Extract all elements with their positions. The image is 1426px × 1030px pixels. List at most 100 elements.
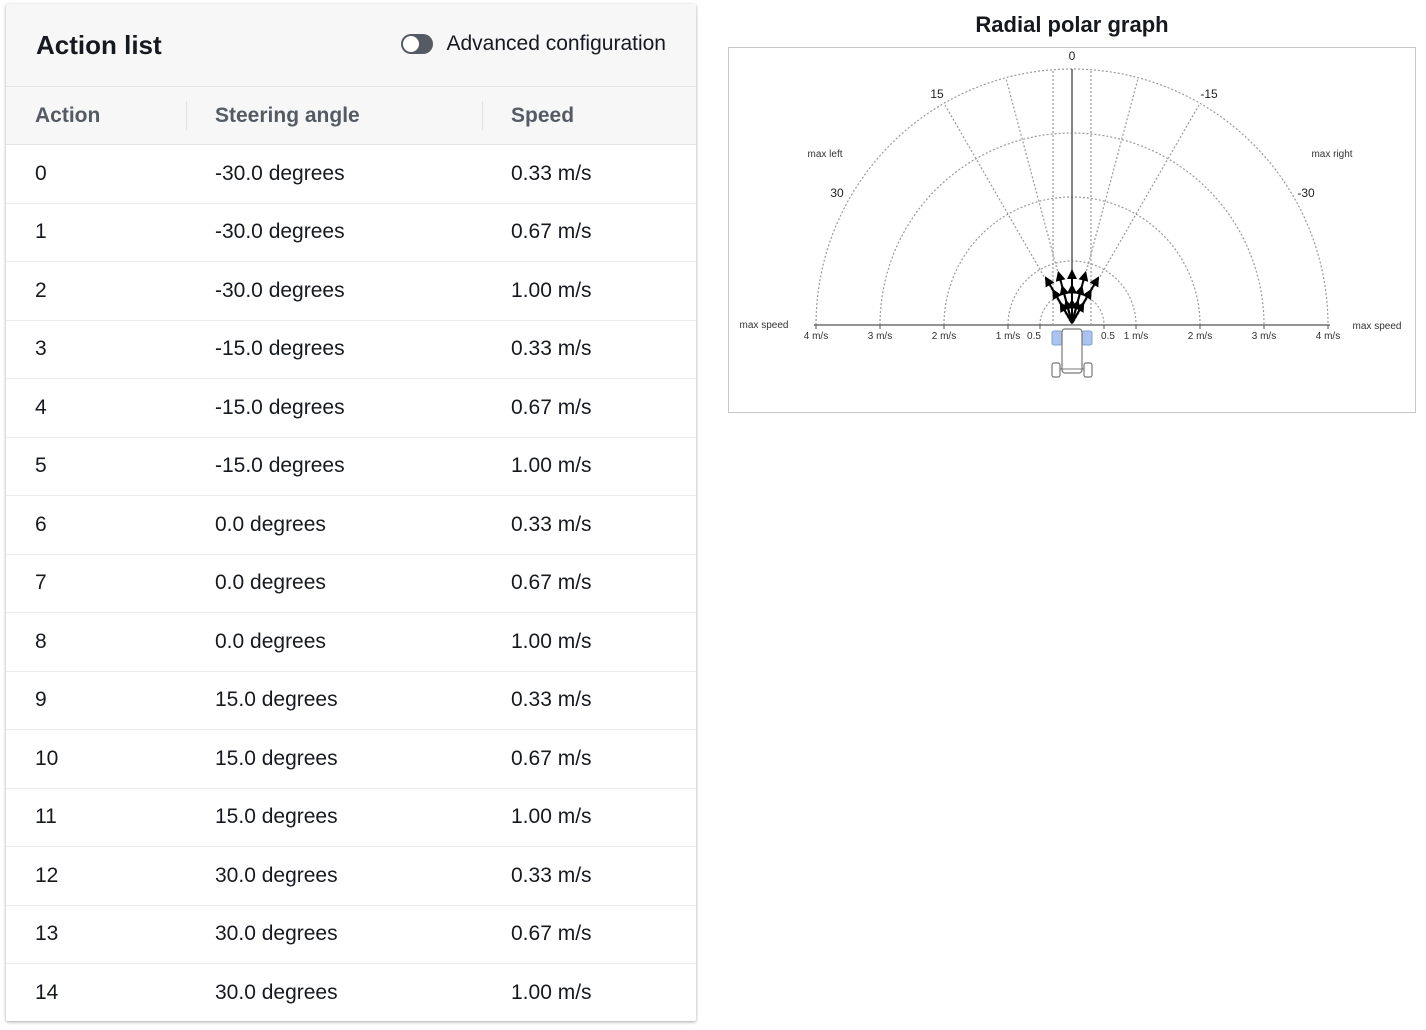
action-arrow-head [1089,276,1099,288]
cell-speed: 0.67 m/s [482,729,696,789]
cell-speed: 0.33 m/s [482,846,696,906]
car-icon-part [1083,362,1093,378]
radial-polar-graph: 0 15 -15 30 -30 max left max right max speed max… [728,47,1416,413]
car-icon-part [1081,330,1093,346]
action-arrow-shaft [1047,280,1073,324]
speed-ring [1039,292,1105,326]
table-row: 10 15.0 degrees 0.67 m/s [6,729,696,789]
speed-tick-label-left: 1 m/s [996,331,1020,342]
cell-action: 8 [6,612,186,672]
cell-action: 9 [6,671,186,730]
car-icon-part [1061,328,1083,374]
cell-speed: 0.33 m/s [482,320,696,379]
action-arrow-head [1055,270,1066,282]
cell-action: 0 [6,144,186,204]
action-arrow-head [1078,270,1089,282]
cell-steering-angle: 0.0 degrees [186,554,482,613]
cell-steering-angle: 15.0 degrees [186,788,482,847]
cell-action: 3 [6,320,186,379]
table-row: 8 0.0 degrees 1.00 m/s [6,612,696,672]
cell-steering-angle: -30.0 degrees [186,203,482,262]
car-icon-part [1051,362,1061,378]
action-arrow-head [1067,269,1077,279]
spoke [1071,102,1201,326]
max-right-label: max right [1311,149,1352,160]
cell-action: 7 [6,554,186,613]
cell-speed: 0.67 m/s [482,905,696,964]
cell-speed: 0.33 m/s [482,671,696,730]
cell-steering-angle: 0.0 degrees [186,495,482,555]
cell-steering-angle: 30.0 degrees [215,980,338,1004]
action-arrow-shaft [1058,276,1073,324]
speed-tick-label-left: 3 m/s [868,331,892,342]
speed-tick-label-left: 0.5 [1027,331,1041,342]
cell-steering-angle: -30.0 degrees [186,144,482,204]
angle-label: -15 [1200,87,1218,101]
action-list-header: Action list Advanced configuration [6,4,696,87]
action-arrow [1045,276,1073,324]
cell-action: 12 [6,846,186,906]
action-list-panel: Action list Advanced configuration Actio… [6,4,696,1021]
table-row: 6 0.0 degrees 0.33 m/s [6,495,696,555]
table-row: 1 -30.0 degrees 0.67 m/s [6,203,696,262]
action-arrow-shaft [1071,276,1086,324]
table-row: 4 -15.0 degrees 0.67 m/s [6,378,696,438]
cell-steering-angle: 15.0 degrees [186,729,482,789]
angle-label: 30 [830,186,844,200]
angle-label: 0 [1069,49,1076,63]
cell-speed: 0.67 m/s [482,203,696,262]
table-row: 2 -30.0 degrees 1.00 m/s [6,261,696,321]
cell-speed: 0.67 m/s [482,378,696,438]
action-arrow [1067,269,1077,323]
toggle-switch[interactable] [400,34,433,54]
cell-action: 5 [6,437,186,496]
column-header-action: Action [6,87,186,145]
cell-action: 4 [6,378,186,438]
advanced-configuration-label: Advanced configuration [446,32,667,55]
max-speed-label-left: max speed [740,320,789,331]
toggle-knob [402,36,419,52]
cell-speed: 1.00 m/s [482,437,696,496]
table-row: 5 -15.0 degrees 1.00 m/s [6,437,696,496]
action-arrow [1055,270,1073,324]
column-header-speed: Speed [482,87,696,145]
max-speed-label-right: max speed [1353,321,1402,332]
cell-steering-angle: 30.0 degrees [186,846,482,906]
table-row: 7 0.0 degrees 0.67 m/s [6,554,696,613]
cell-action: 10 [6,729,186,789]
cell-steering-angle: -15.0 degrees [186,378,482,438]
action-list-title: Action list [36,30,162,60]
action-arrow [1071,276,1099,324]
speed-tick-label-left: 4 m/s [804,331,828,342]
cell-action: 13 [6,905,186,964]
table-row: 3 -15.0 degrees 0.33 m/s [6,320,696,379]
action-arrow-head [1045,276,1055,288]
table-row: 12 30.0 degrees 0.33 m/s [6,846,696,906]
car-icon-part [1051,330,1063,346]
cell-speed: 1.00 m/s [511,980,592,1004]
cell-speed: 1.00 m/s [482,261,696,321]
cell-action: 14 [35,980,59,1004]
action-table: Action Steering angle Speed 0 -30.0 degre… [6,87,696,1021]
speed-tick-label-right: 4 m/s [1316,331,1340,342]
speed-tick-label-right: 1 m/s [1124,331,1148,342]
cell-action: 2 [6,261,186,321]
cell-action: 11 [6,788,186,847]
table-row: 9 15.0 degrees 0.33 m/s [6,671,696,730]
column-header-steering-angle: Steering angle [186,87,482,145]
spoke [1005,77,1073,326]
max-left-label: max left [807,149,842,160]
advanced-configuration-toggle[interactable]: Advanced configuration [400,32,667,56]
cell-action: 1 [6,203,186,262]
table-row: 0 -30.0 degrees 0.33 m/s [6,144,696,204]
table-row: 13 30.0 degrees 0.67 m/s [6,905,696,964]
action-arrow [1071,270,1089,324]
angle-label: 15 [930,87,944,101]
cell-action: 6 [6,495,186,555]
table-header-row: Action Steering angle Speed [6,87,696,145]
table-row: 14 30.0 degrees 1.00 m/s [6,964,696,1022]
cell-speed: 1.00 m/s [482,788,696,847]
speed-tick-label-right: 0.5 [1101,331,1115,342]
car-icon [1051,328,1093,378]
cell-steering-angle: -15.0 degrees [186,320,482,379]
